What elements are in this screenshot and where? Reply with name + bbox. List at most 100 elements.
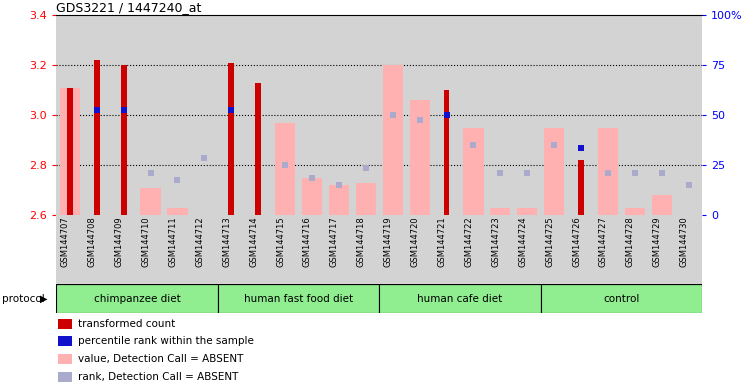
Bar <box>622 15 648 215</box>
Text: transformed count: transformed count <box>77 319 175 329</box>
Bar <box>406 215 433 284</box>
Bar <box>59 354 72 364</box>
Bar <box>379 284 541 313</box>
Bar <box>245 15 272 215</box>
Bar <box>67 88 73 215</box>
Bar <box>59 88 80 215</box>
Bar <box>675 215 702 284</box>
Bar <box>406 15 433 215</box>
Text: GSM144724: GSM144724 <box>518 217 527 267</box>
Text: value, Detection Call = ABSENT: value, Detection Call = ABSENT <box>77 354 243 364</box>
Bar <box>121 65 127 215</box>
Bar <box>598 128 618 215</box>
Text: GSM144730: GSM144730 <box>680 217 689 267</box>
Bar <box>595 15 622 215</box>
Text: GSM144707: GSM144707 <box>61 217 70 267</box>
Bar <box>675 15 702 215</box>
Bar <box>272 15 299 215</box>
Text: chimpanzee diet: chimpanzee diet <box>94 293 180 304</box>
Bar <box>433 15 460 215</box>
Text: GSM144725: GSM144725 <box>545 217 554 267</box>
Bar <box>59 319 72 329</box>
Bar <box>56 215 83 284</box>
Bar <box>255 83 261 215</box>
Bar <box>648 15 675 215</box>
Bar <box>544 128 564 215</box>
Bar <box>379 15 406 215</box>
Text: GSM144718: GSM144718 <box>357 217 366 267</box>
Bar <box>164 15 191 215</box>
Text: GSM144709: GSM144709 <box>115 217 124 267</box>
Bar <box>245 215 272 284</box>
Text: percentile rank within the sample: percentile rank within the sample <box>77 336 254 346</box>
Text: GSM144722: GSM144722 <box>464 217 473 267</box>
Text: GSM144712: GSM144712 <box>195 217 204 267</box>
Bar <box>299 215 325 284</box>
Bar <box>275 123 295 215</box>
Bar <box>352 215 379 284</box>
Bar <box>514 215 541 284</box>
Text: GSM144713: GSM144713 <box>222 217 231 267</box>
Bar <box>352 15 379 215</box>
Bar <box>191 15 218 215</box>
Bar <box>59 336 72 346</box>
Text: human fast food diet: human fast food diet <box>244 293 353 304</box>
Bar <box>541 284 702 313</box>
Text: GSM144727: GSM144727 <box>599 217 608 267</box>
Bar <box>460 215 487 284</box>
Text: GDS3221 / 1447240_at: GDS3221 / 1447240_at <box>56 1 202 14</box>
Bar <box>218 284 379 313</box>
Text: GSM144717: GSM144717 <box>330 217 339 267</box>
Bar <box>622 215 648 284</box>
Bar <box>595 215 622 284</box>
Text: GSM144711: GSM144711 <box>168 217 177 267</box>
Bar <box>356 183 376 215</box>
Text: ▶: ▶ <box>40 293 47 304</box>
Bar <box>83 215 110 284</box>
Bar <box>487 215 514 284</box>
Bar <box>137 215 164 284</box>
Text: GSM144714: GSM144714 <box>249 217 258 267</box>
Bar <box>625 208 645 215</box>
Bar <box>94 60 100 215</box>
Bar <box>517 208 538 215</box>
Bar <box>444 90 450 215</box>
Bar <box>490 208 511 215</box>
Bar <box>578 160 584 215</box>
Text: GSM144708: GSM144708 <box>88 217 97 267</box>
Bar <box>433 215 460 284</box>
Bar <box>568 15 595 215</box>
Bar <box>409 100 430 215</box>
Bar <box>228 63 234 215</box>
Text: rank, Detection Call = ABSENT: rank, Detection Call = ABSENT <box>77 372 238 382</box>
Bar <box>302 178 322 215</box>
Text: protocol: protocol <box>2 293 44 304</box>
Text: GSM144719: GSM144719 <box>384 217 393 267</box>
Text: GSM144723: GSM144723 <box>491 217 500 267</box>
Bar <box>325 15 352 215</box>
Bar <box>460 15 487 215</box>
Text: control: control <box>603 293 640 304</box>
Text: GSM144710: GSM144710 <box>141 217 150 267</box>
Bar <box>218 215 245 284</box>
Bar <box>487 15 514 215</box>
Bar <box>59 372 72 382</box>
Bar <box>272 215 299 284</box>
Bar <box>299 15 325 215</box>
Bar <box>218 15 245 215</box>
Bar <box>140 188 161 215</box>
Text: human cafe diet: human cafe diet <box>418 293 502 304</box>
Bar <box>191 215 218 284</box>
Bar <box>541 215 568 284</box>
Bar <box>541 15 568 215</box>
Bar <box>325 215 352 284</box>
Bar <box>329 185 349 215</box>
Bar <box>137 15 164 215</box>
Bar <box>568 215 595 284</box>
Bar <box>164 215 191 284</box>
Text: GSM144721: GSM144721 <box>438 217 447 267</box>
Text: GSM144720: GSM144720 <box>411 217 420 267</box>
Bar <box>167 208 188 215</box>
Bar <box>514 15 541 215</box>
Bar <box>379 215 406 284</box>
